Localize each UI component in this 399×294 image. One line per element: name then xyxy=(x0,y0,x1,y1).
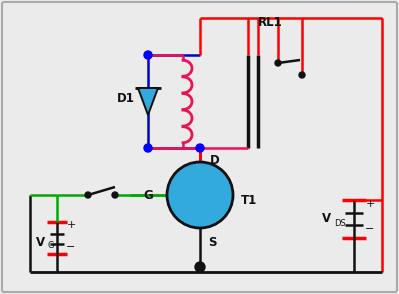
Circle shape xyxy=(144,51,152,59)
Text: −: − xyxy=(66,242,76,252)
Text: D: D xyxy=(210,153,220,166)
Polygon shape xyxy=(138,88,158,115)
Circle shape xyxy=(112,192,118,198)
Text: −: − xyxy=(365,224,375,234)
Text: V: V xyxy=(322,213,330,225)
Circle shape xyxy=(196,144,204,152)
Circle shape xyxy=(195,262,205,272)
Text: T1: T1 xyxy=(241,193,257,206)
Text: +: + xyxy=(365,199,375,209)
Circle shape xyxy=(144,144,152,152)
Circle shape xyxy=(167,162,233,228)
Circle shape xyxy=(85,192,91,198)
Text: DS: DS xyxy=(334,218,346,228)
Text: S: S xyxy=(208,236,217,249)
FancyBboxPatch shape xyxy=(2,2,397,292)
Circle shape xyxy=(275,60,281,66)
Text: +: + xyxy=(66,220,76,230)
Text: D1: D1 xyxy=(117,92,135,105)
Circle shape xyxy=(299,72,305,78)
Text: G: G xyxy=(143,188,153,201)
Text: RL1: RL1 xyxy=(258,16,282,29)
Text: G: G xyxy=(47,241,53,250)
Text: V: V xyxy=(36,235,45,248)
